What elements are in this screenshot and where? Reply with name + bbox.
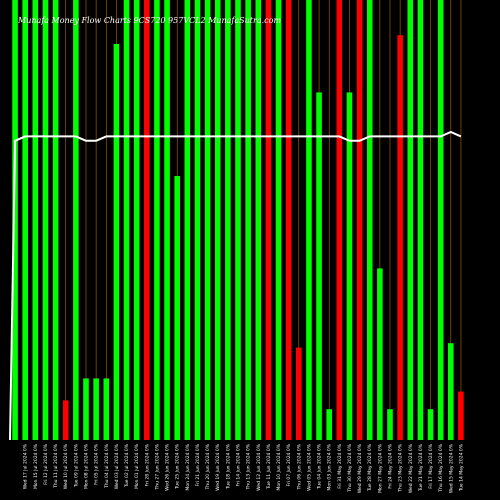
x-tick-label: Fri 07 Jun 2024 0%	[286, 443, 292, 486]
bar	[346, 92, 353, 441]
x-tick-label: Thu 16 May 2024 0%	[438, 443, 444, 493]
x-tick-label: Mon 15 Jul 2024 0%	[33, 443, 39, 489]
bar	[62, 400, 69, 440]
bar	[306, 0, 312, 440]
bar	[366, 0, 373, 440]
x-tick-label: Thu 30 May 2024 0%	[347, 443, 353, 493]
x-tick-label: Wed 17 Jul 2024 0%	[23, 443, 29, 489]
bar	[93, 378, 99, 440]
bars	[12, 0, 464, 441]
bar	[265, 0, 272, 440]
bar	[296, 347, 302, 440]
bar	[52, 0, 59, 440]
x-tick-label: Fri 28 Jun 2024 0%	[144, 443, 150, 486]
bar	[316, 92, 322, 441]
bar	[356, 0, 363, 440]
flow-line	[9, 130, 462, 441]
bar	[417, 0, 424, 440]
x-tick-label: Wed 22 May 2024 0%	[408, 443, 414, 493]
bar	[154, 0, 160, 440]
x-tick-label: Fri 21 Jun 2024 0%	[195, 443, 201, 486]
bar	[144, 0, 150, 440]
bar	[225, 0, 231, 440]
bar	[133, 0, 140, 440]
bar	[83, 378, 89, 440]
bar	[285, 0, 292, 440]
bar	[194, 0, 201, 440]
bar	[326, 409, 332, 440]
bar	[204, 0, 211, 440]
bar	[214, 0, 221, 440]
bar	[387, 409, 393, 440]
bar	[184, 0, 191, 440]
x-tick-label: Tue 02 Jul 2024 0%	[124, 443, 130, 488]
x-tick-label: Tue 04 Jun 2024 0%	[317, 443, 323, 489]
bar	[12, 0, 18, 440]
bar	[275, 0, 282, 440]
x-tick-label: Thu 27 Jun 2024 0%	[154, 443, 160, 490]
x-tick-label: Wed 29 May 2024 0%	[357, 443, 363, 493]
x-tick-label: Tue 18 Jun 2024 0%	[225, 443, 231, 489]
bar	[245, 0, 251, 440]
bar	[103, 378, 110, 440]
x-tick-label: Thu 04 Jul 2024 0%	[104, 443, 110, 489]
x-tick-label: Thu 06 Jun 2024 0%	[296, 443, 302, 490]
bar	[32, 0, 39, 440]
bar	[397, 35, 403, 440]
x-tick-label: Wed 03 Jul 2024 0%	[114, 443, 120, 489]
x-tick-label: Wed 26 Jun 2024 0%	[165, 443, 171, 491]
x-tick-label: Wed 12 Jun 2024 0%	[256, 443, 262, 491]
x-tick-labels: Wed 17 Jul 2024 0% Mon 15 Jul 2024 0% Fri …	[23, 443, 465, 493]
x-tick-label: Fri 17 May 2024 0%	[428, 443, 434, 488]
x-tick-label: Wed 15 May 2024 0%	[448, 443, 454, 493]
x-tick-label: Mon 01 Jul 2024 0%	[134, 443, 140, 489]
bar	[123, 0, 130, 440]
x-tick-label: Wed 10 Jul 2024 0%	[63, 443, 69, 489]
bar	[255, 0, 262, 440]
x-tick-label: Tue 11 Jun 2024 0%	[266, 443, 272, 489]
bar	[458, 391, 464, 440]
bar	[164, 0, 170, 440]
x-tick-label: Fri 24 May 2024 0%	[388, 443, 394, 488]
x-tick-label: Thu 20 Jun 2024 0%	[205, 443, 211, 490]
x-tick-label: Mon 03 Jun 2024 0%	[327, 443, 333, 490]
x-tick-label: Tue 21 May 2024 0%	[418, 443, 424, 492]
bar	[407, 0, 414, 440]
bar	[174, 176, 180, 440]
x-tick-label: Tue 28 May 2024 0%	[367, 443, 373, 492]
bar	[73, 0, 79, 440]
x-tick-label: Fri 12 Jul 2024 0%	[43, 443, 49, 485]
chart-title: Munafa Money Flow Charts 9CS720 957VCL2 …	[17, 16, 281, 25]
x-tick-label: Thu 23 May 2024 0%	[398, 443, 404, 493]
x-tick-label: Wed 05 Jun 2024 0%	[306, 443, 312, 491]
x-tick-label: Mon 08 Jul 2024 0%	[84, 443, 90, 489]
bar	[336, 0, 343, 440]
bar	[448, 343, 454, 440]
bar	[437, 0, 444, 440]
x-tick-label: Thu 13 Jun 2024 0%	[246, 443, 252, 490]
x-tick-label: Tue 25 Jun 2024 0%	[175, 443, 181, 489]
bar	[22, 0, 28, 440]
x-tick-label: Mon 10 Jun 2024 0%	[276, 443, 282, 490]
x-tick-label: Fri 05 Jul 2024 0%	[94, 443, 100, 485]
x-tick-label: Mon 24 Jun 2024 0%	[185, 443, 191, 490]
x-tick-label: Fri 14 Jun 2024 0%	[236, 443, 242, 486]
x-tick-label: Mon 27 May 2024 0%	[377, 443, 383, 493]
x-tick-label: Thu 11 Jul 2024 0%	[53, 443, 59, 489]
x-tick-label: Tue 14 May 2024 0%	[458, 443, 464, 492]
bar	[377, 268, 383, 440]
bar	[235, 0, 241, 440]
x-tick-label: Wed 19 Jun 2024 0%	[215, 443, 221, 491]
bar	[113, 44, 120, 440]
bar	[42, 0, 49, 440]
bar	[427, 409, 434, 440]
x-tick-label: Fri 31 May 2024 0%	[337, 443, 343, 488]
x-tick-label: Tue 09 Jul 2024 0%	[73, 443, 79, 488]
